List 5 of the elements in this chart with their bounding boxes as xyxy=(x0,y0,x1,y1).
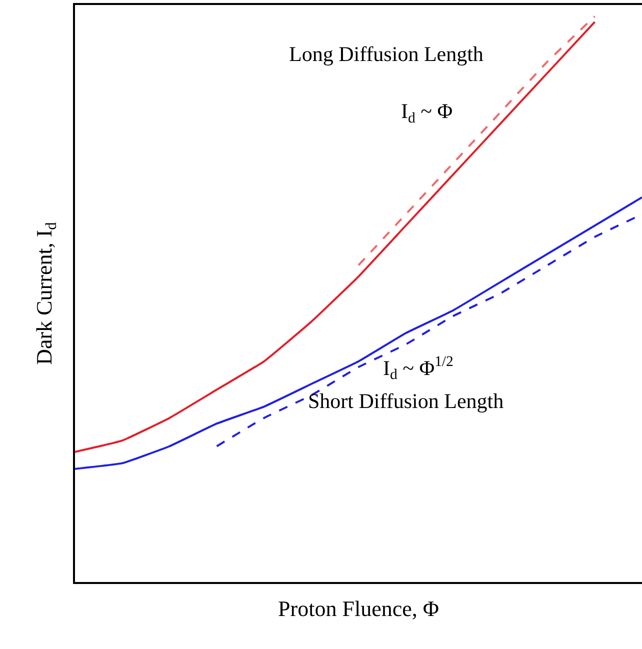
annotation: Long Diffusion Length xyxy=(289,42,484,66)
annotation: I$_{d}$ ~ Φ xyxy=(401,99,453,126)
annotation: Short Diffusion Length xyxy=(308,389,504,413)
x-axis-title: Proton Fluence, Φ xyxy=(278,596,439,621)
annotation: I$_{d}$ ~ Φ$^{1/2}$ xyxy=(383,354,454,384)
